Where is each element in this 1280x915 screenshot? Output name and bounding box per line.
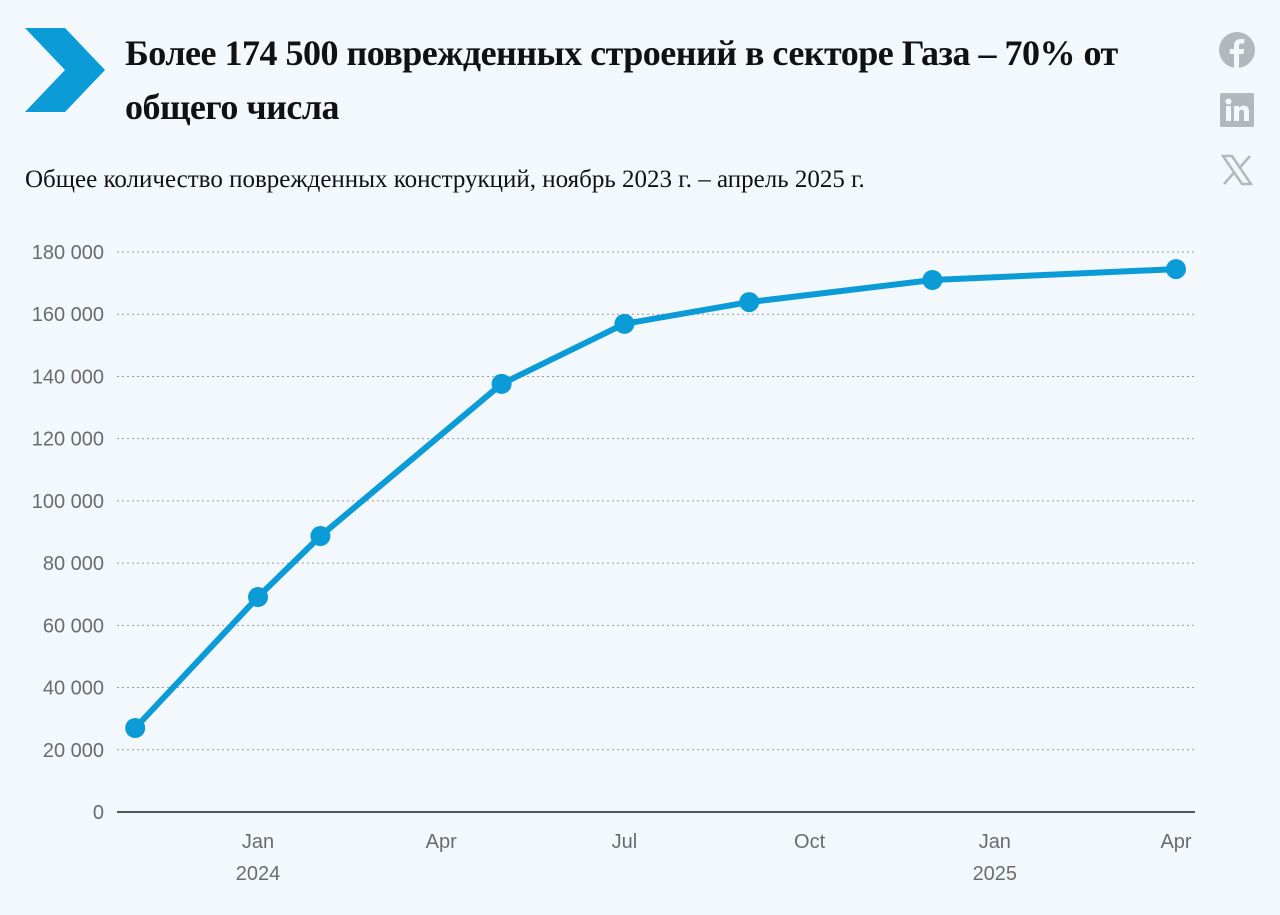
facebook-icon xyxy=(1219,32,1255,68)
y-tick-label: 140 000 xyxy=(32,366,104,388)
x-tick-label: Jul xyxy=(612,831,638,853)
series-line xyxy=(132,266,1179,731)
x-tick-year: 2024 xyxy=(236,863,281,885)
y-tick-label: 180 000 xyxy=(32,242,104,264)
facebook-share-button[interactable] xyxy=(1218,31,1256,69)
data-point xyxy=(739,292,760,313)
data-point xyxy=(922,270,943,290)
x-tick-label: Oct xyxy=(794,831,826,853)
chart-subtitle: Общее количество поврежденных конструкци… xyxy=(25,166,865,193)
y-tick-label: 160 000 xyxy=(32,304,104,326)
y-tick-label: 120 000 xyxy=(32,429,104,451)
page-title: Более 174 500 поврежденных строений в се… xyxy=(125,33,1118,127)
x-tick-label: Apr xyxy=(1160,831,1191,853)
data-point xyxy=(491,373,512,394)
brand-chevron-logo xyxy=(25,28,105,112)
x-tick-label: Apr xyxy=(426,831,457,853)
y-tick-label: 40 000 xyxy=(43,678,104,700)
y-tick-label: 20 000 xyxy=(43,740,104,762)
data-point xyxy=(1166,259,1186,280)
x-tick-label: Jan xyxy=(242,831,274,853)
y-tick-label: 80 000 xyxy=(43,553,104,575)
x-icon xyxy=(1221,154,1253,186)
y-tick-label: 60 000 xyxy=(43,615,104,637)
y-tick-label: 0 xyxy=(93,802,104,824)
linkedin-icon xyxy=(1220,93,1254,127)
x-share-button[interactable] xyxy=(1218,151,1256,189)
data-point xyxy=(125,718,146,738)
x-tick-label: Jan xyxy=(979,831,1011,853)
y-tick-label: 100 000 xyxy=(32,491,104,513)
linkedin-share-button[interactable] xyxy=(1218,91,1256,129)
x-tick-year: 2025 xyxy=(973,863,1018,885)
data-point xyxy=(614,313,635,334)
data-point xyxy=(310,526,331,547)
data-point xyxy=(248,587,268,608)
